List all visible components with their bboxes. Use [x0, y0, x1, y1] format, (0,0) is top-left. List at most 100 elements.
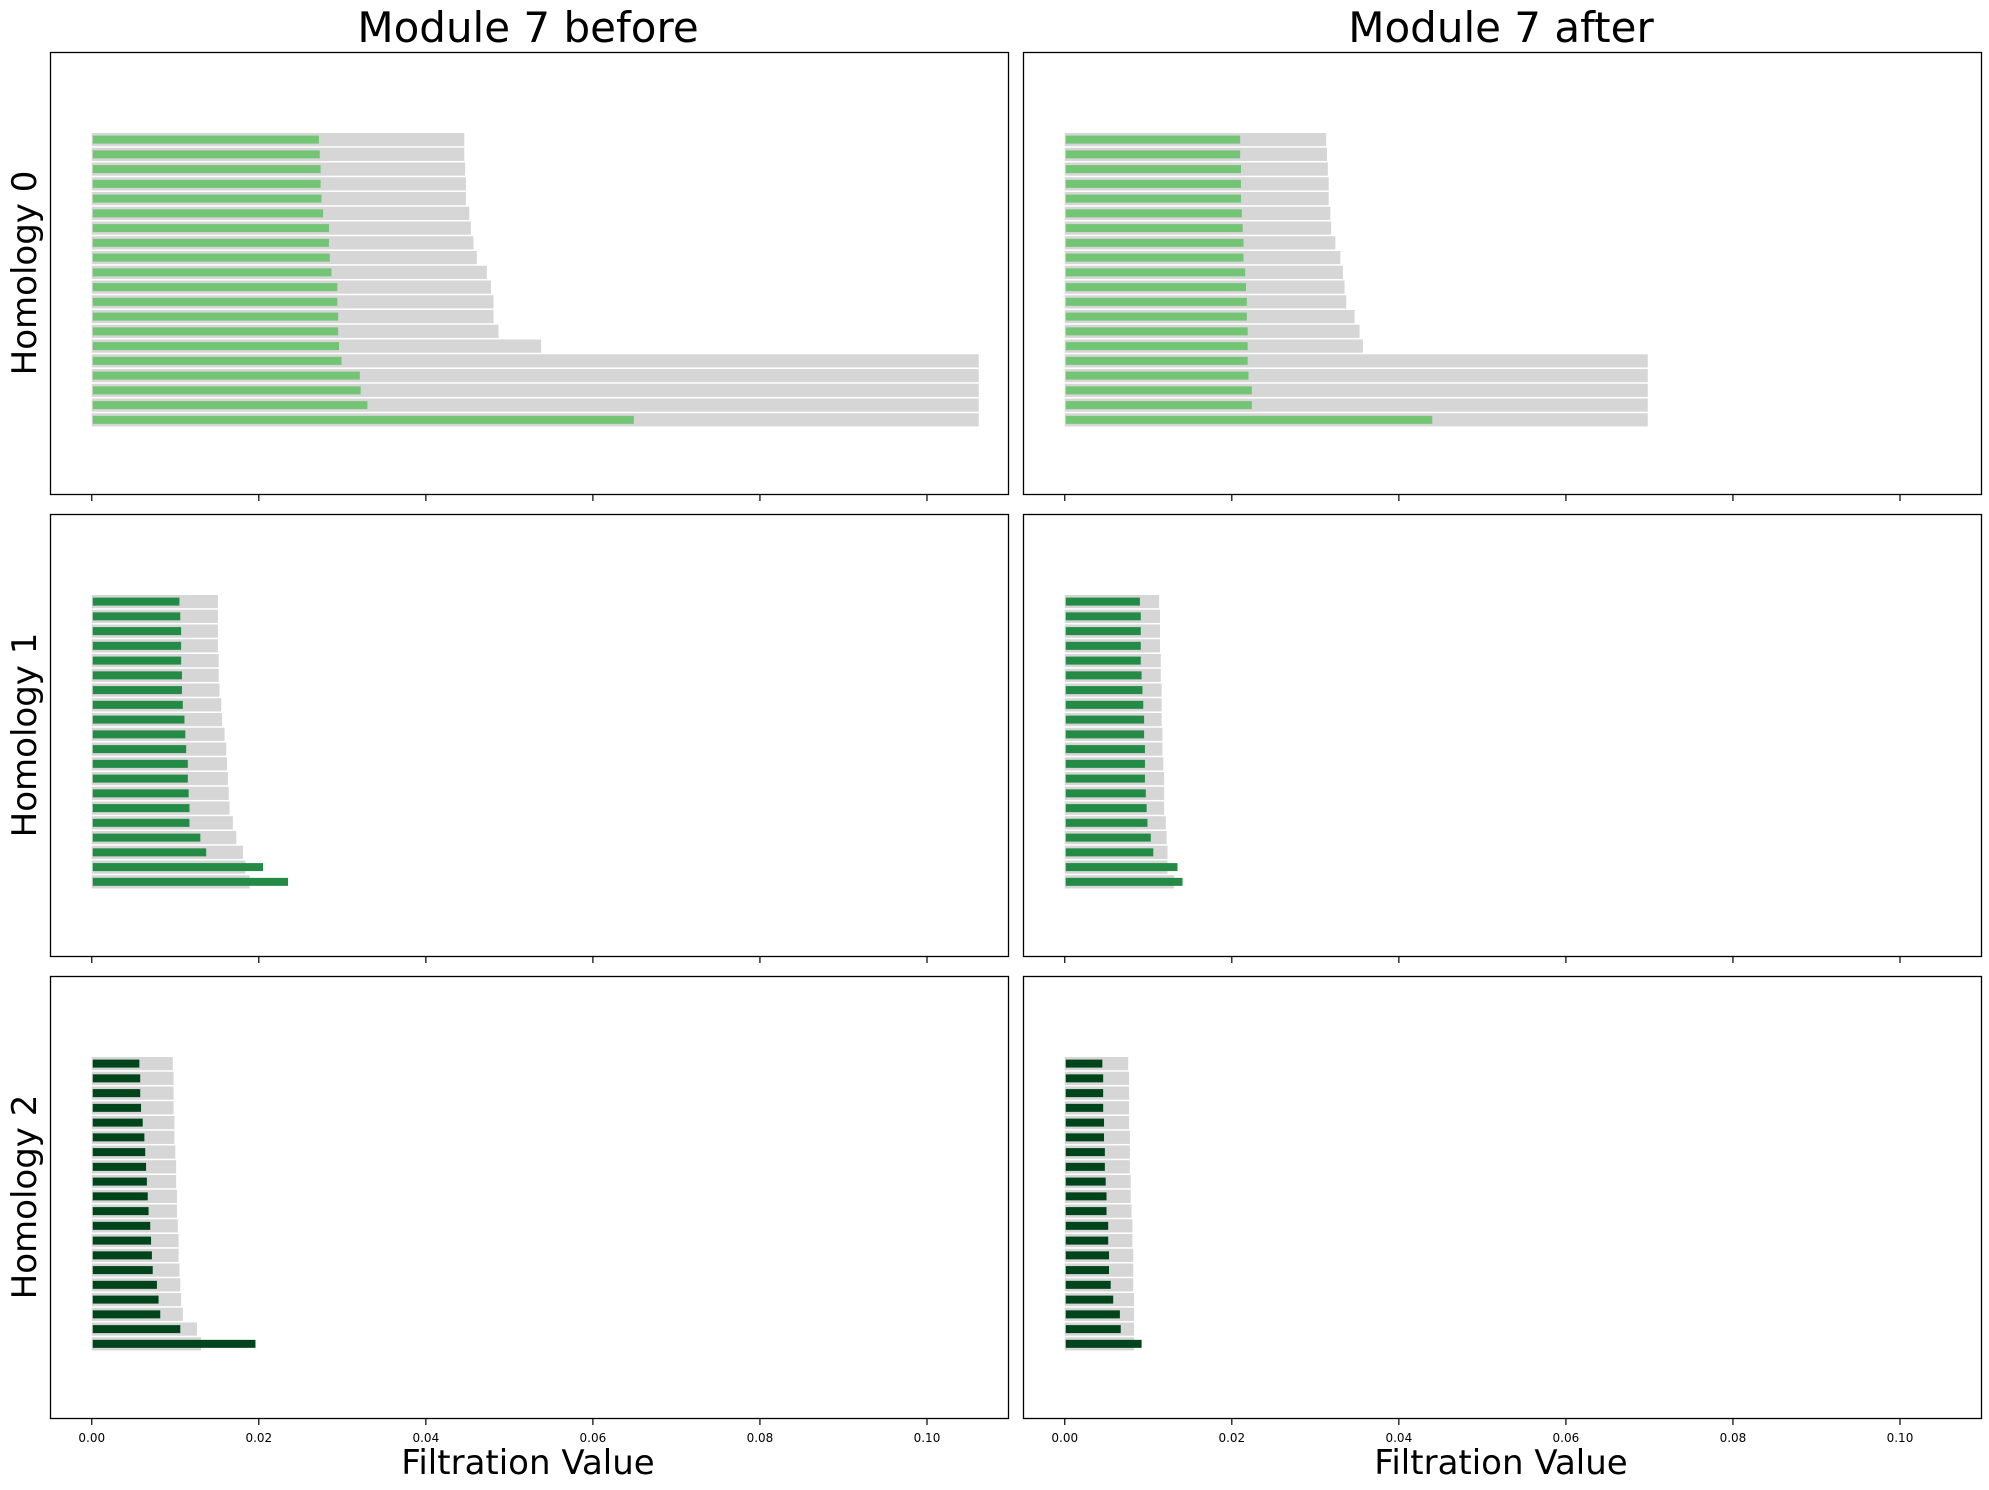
- lifetime-bar: [1065, 1236, 1109, 1245]
- lifetime-bar: [92, 1221, 151, 1230]
- row-label-homology-1: Homology 1: [5, 633, 45, 838]
- lifetime-bar: [1065, 641, 1141, 650]
- lifetime-bar: [1065, 194, 1241, 203]
- column-title-after: Module 7 after: [1348, 3, 1654, 52]
- lifetime-bar: [92, 877, 289, 886]
- lifetime-bar: [92, 1339, 256, 1348]
- lifetime-bar: [92, 342, 339, 351]
- lifetime-bar: [1065, 1074, 1104, 1083]
- lifetime-bar: [92, 759, 188, 768]
- panel-frame: [49, 513, 1010, 958]
- lifetime-bar: [92, 1162, 147, 1171]
- lifetime-bar: [1065, 700, 1144, 709]
- x-tick-label: 0.04: [1385, 1431, 1412, 1445]
- lifetime-bar: [1065, 1162, 1105, 1171]
- lifetime-bar: [92, 641, 182, 650]
- x-tick-label: 0.10: [1887, 1431, 1914, 1445]
- row-label-homology-2: Homology 2: [5, 1095, 45, 1300]
- x-axis-label-before: Filtration Value: [401, 1443, 654, 1483]
- lifetime-bar: [1065, 1192, 1107, 1201]
- lifetime-bar: [92, 774, 188, 783]
- lifetime-bar: [1065, 671, 1142, 680]
- lifetime-bar: [1065, 283, 1246, 292]
- lifetime-bar: [92, 401, 368, 410]
- lifetime-bar: [1065, 1251, 1110, 1260]
- lifetime-bar: [92, 268, 332, 277]
- lifetime-bar: [1065, 1103, 1104, 1112]
- lifetime-bar: [1065, 627, 1141, 636]
- panel-frame: [1022, 975, 1983, 1420]
- lifetime-bar: [1065, 863, 1178, 872]
- lifetime-bar: [92, 745, 187, 754]
- lifetime-bar: [92, 1089, 141, 1098]
- lifetime-bar: [1065, 1310, 1120, 1319]
- lifetime-bar: [92, 818, 190, 827]
- lifetime-bar: [1065, 848, 1154, 857]
- lifetime-bar: [1065, 1207, 1107, 1216]
- lifetime-bar: [92, 135, 319, 144]
- x-tick-label: 0.08: [747, 1431, 774, 1445]
- lifetime-bar: [1065, 877, 1183, 886]
- lifetime-bar: [92, 1118, 143, 1127]
- lifetime-bar: [1065, 253, 1244, 262]
- lifetime-bar: [1065, 759, 1145, 768]
- lifetime-bar: [1065, 268, 1246, 277]
- lifetime-bar: [92, 863, 263, 872]
- lifetime-bar: [92, 1280, 157, 1289]
- x-tick-label: 0.02: [1218, 1431, 1245, 1445]
- lifetime-bar: [1065, 730, 1145, 739]
- lifetime-bar: [1065, 1177, 1106, 1186]
- lifetime-bar: [92, 327, 339, 336]
- lifetime-bar: [1065, 356, 1248, 365]
- lifetime-bar: [92, 1295, 159, 1304]
- lifetime-bar: [92, 1310, 161, 1319]
- lifetime-bar: [92, 627, 182, 636]
- lifetime-bar: [92, 1192, 148, 1201]
- lifetime-bar: [92, 253, 330, 262]
- lifetime-bar: [1065, 238, 1244, 247]
- lifetime-bar: [1065, 1266, 1110, 1275]
- x-tick-label: 0.00: [1051, 1431, 1078, 1445]
- lifetime-bar: [92, 1133, 145, 1142]
- lifetime-bar: [92, 386, 361, 395]
- panel-after-homology-2: 0.00 0.02 0.04 0.06 0.08 0.10: [1022, 975, 1983, 1445]
- lifetime-bar: [1065, 745, 1145, 754]
- panel-frame: [1022, 51, 1983, 496]
- panel-after-homology-0: [1022, 51, 1983, 501]
- lifetime-bar: [92, 209, 324, 218]
- lifetime-bar: [92, 1251, 152, 1260]
- lifetime-bar: [1065, 1133, 1105, 1142]
- lifetime-bar: [1065, 297, 1247, 306]
- panel-before-homology-2: 0.00 0.02 0.04 0.06 0.08 0.10: [49, 975, 1010, 1445]
- lifetime-bar: [92, 700, 183, 709]
- lifetime-bar: [1065, 656, 1141, 665]
- lifetime-bar: [92, 671, 182, 680]
- x-tick-label: 0.06: [580, 1431, 607, 1445]
- lifetime-bar: [1065, 1148, 1105, 1157]
- lifetime-bar: [1065, 209, 1242, 218]
- lifetime-bar: [1065, 342, 1248, 351]
- lifetime-bar: [92, 371, 360, 380]
- x-tick-label: 0.06: [1553, 1431, 1580, 1445]
- lifetime-bar: [92, 833, 201, 842]
- lifetime-bar: [92, 1148, 146, 1157]
- lifetime-bar: [92, 238, 329, 247]
- lifetime-bar: [92, 1177, 147, 1186]
- lifetime-bar: [1065, 715, 1145, 724]
- lifetime-bar: [1065, 1089, 1104, 1098]
- x-tick-label: 0.00: [78, 1431, 105, 1445]
- lifetime-bar: [92, 179, 321, 188]
- panel-before-homology-1: [49, 513, 1010, 963]
- lifetime-bar: [92, 1059, 140, 1068]
- lifetime-bar: [92, 1207, 149, 1216]
- lifetime-bar: [92, 1325, 181, 1334]
- lifetime-bar: [1065, 789, 1146, 798]
- column-title-before: Module 7 before: [357, 3, 698, 52]
- lifetime-bar: [92, 848, 207, 857]
- lifetime-bar: [1065, 818, 1148, 827]
- lifetime-bar: [1065, 804, 1147, 813]
- lifetime-bar: [1065, 327, 1248, 336]
- lifetime-bar: [92, 656, 182, 665]
- lifetime-bar: [1065, 371, 1249, 380]
